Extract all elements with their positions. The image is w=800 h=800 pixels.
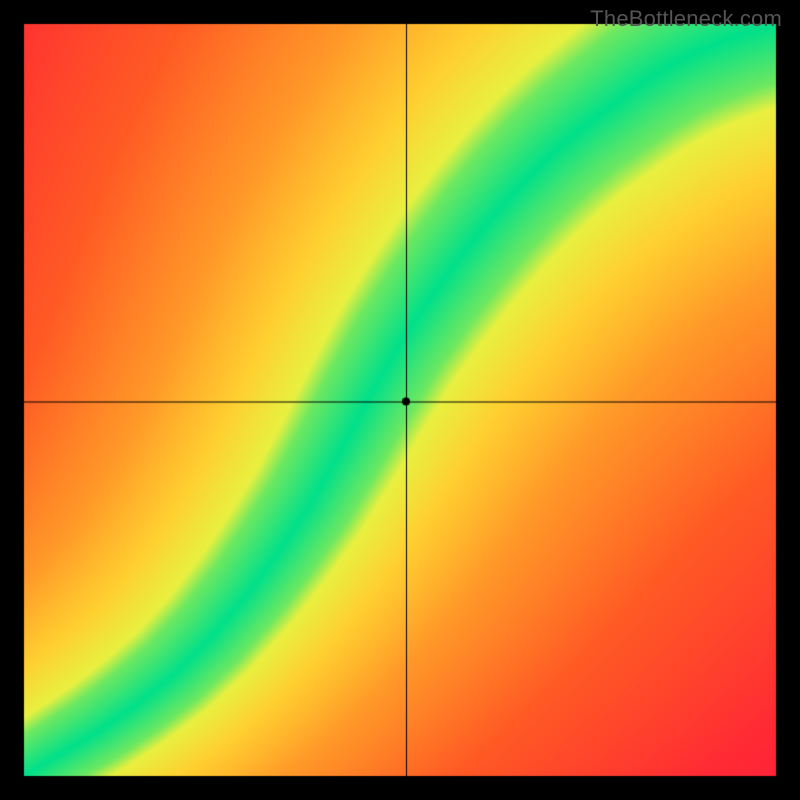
bottleneck-heatmap [0,0,800,800]
watermark-text: TheBottleneck.com [590,6,782,32]
chart-container: TheBottleneck.com [0,0,800,800]
